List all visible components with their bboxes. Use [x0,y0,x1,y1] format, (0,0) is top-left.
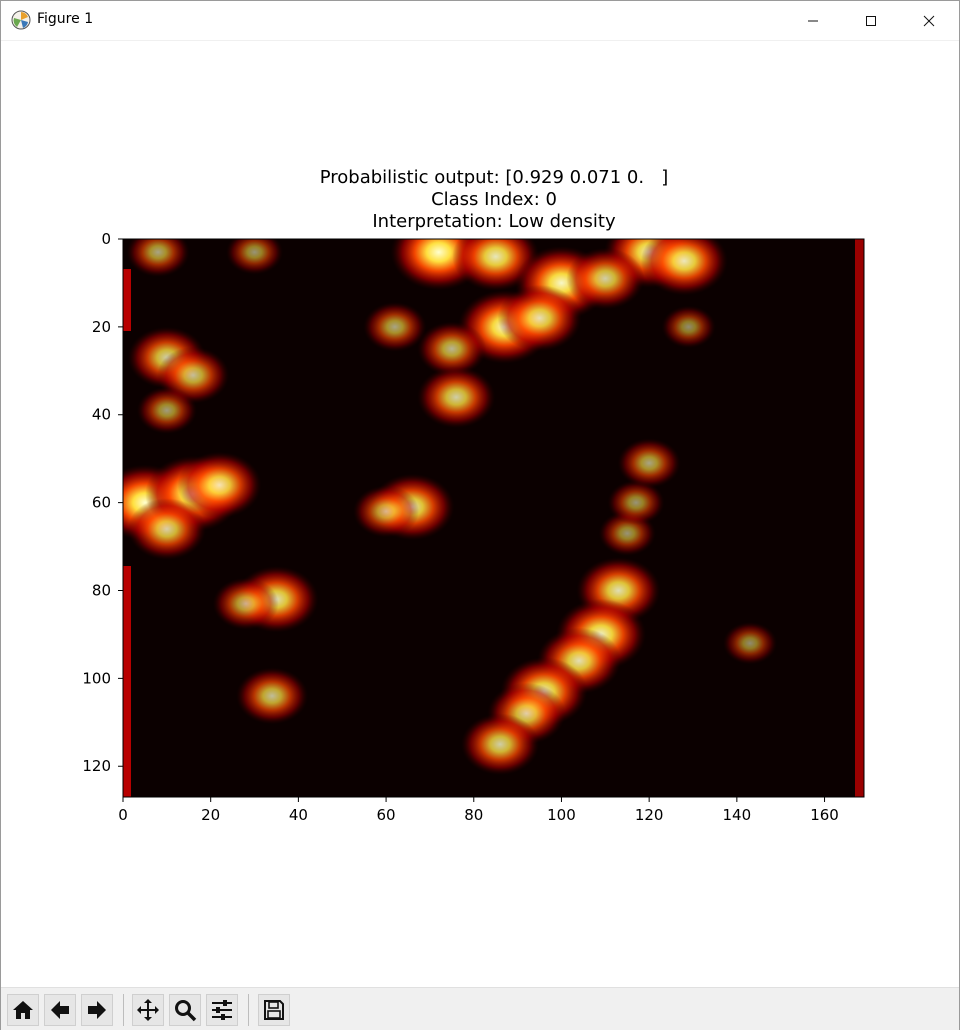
y-tick-label: 0 [101,230,111,248]
heatmap-hotspot [417,366,496,428]
heatmap-hotspot [226,239,284,275]
zoom-icon [175,1000,197,1022]
heatmap-hotspot [607,480,665,526]
y-tick-label: 40 [92,406,111,424]
home-icon [13,1001,33,1019]
heatmap-hotspot [126,239,190,277]
x-tick-label: 20 [201,806,220,824]
save-icon [264,1000,284,1020]
y-tick-label: 20 [92,318,111,336]
x-tick-label: 140 [723,806,752,824]
heatmap-hotspot [617,438,681,488]
title-bar: Figure 1 [1,1,959,41]
axes-frame [122,238,865,798]
save-button[interactable] [258,994,290,1026]
y-tick-label: 100 [82,669,111,687]
y-tick-label: 60 [92,494,111,512]
close-icon [923,15,935,26]
configure-subplots-button[interactable] [206,994,238,1026]
x-tick-label: 160 [810,806,839,824]
x-tick-label: 120 [635,806,664,824]
x-tick-label: 80 [464,806,483,824]
heatmap-hotspot [661,305,716,349]
minimize-icon [808,20,818,21]
x-tick-label: 0 [118,806,128,824]
title-line-class-index: Class Index: 0 [431,189,557,210]
title-line-interpretation: Interpretation: Low density [372,211,616,232]
zoom-button[interactable] [169,994,201,1026]
back-arrow-icon [51,1001,69,1019]
title-line-probabilistic: Probabilistic output: [0.929 0.071 0. ] [319,167,669,188]
close-button[interactable] [900,1,958,40]
figure-canvas[interactable]: Probabilistic output: [0.929 0.071 0. ] … [1,41,959,987]
x-tick-label: 60 [377,806,396,824]
forward-button[interactable] [81,994,113,1026]
navigation-toolbar [1,987,959,1030]
toolbar-separator [123,994,124,1026]
heatmap-hotspot [497,284,582,352]
heatmap-plot: 0 20 40 60 80 100 120 140 160 0 20 40 60 80 100 120 [82,230,865,824]
heatmap-hotspot [353,485,420,538]
heatmap-hotspot [417,321,487,377]
y-tick-label: 80 [92,581,111,599]
x-tick-label: 40 [289,806,308,824]
matplotlib-app-icon [11,10,31,30]
heatmap-hotspot [363,302,427,352]
toolbar-separator [248,994,249,1026]
heatmap-hotspot [640,239,728,296]
heatmap-hotspot [723,622,777,665]
configure-subplots-icon [212,1000,232,1020]
forward-arrow-icon [88,1001,106,1019]
right-edge-column [855,239,864,797]
x-axis: 0 20 40 60 80 100 120 140 160 [118,797,839,824]
pan-icon [137,999,159,1021]
heatmap-hotspot [236,667,309,725]
y-axis: 0 20 40 60 80 100 120 [82,230,123,775]
left-edge-column [123,269,131,331]
x-tick-label: 100 [547,806,576,824]
heatmap-hotspot [177,451,262,519]
heatmap-hotspot [461,713,540,776]
heatmap-hotspot [566,247,645,310]
left-edge-column [123,566,131,797]
back-button[interactable] [44,994,76,1026]
maximize-button[interactable] [842,1,900,40]
heatmap-hotspot [127,498,206,560]
heatmap-hotspot [212,577,279,630]
home-button[interactable] [7,994,39,1026]
maximize-icon [866,15,876,26]
heatmap-blobs [123,239,777,776]
y-tick-label: 120 [82,757,111,775]
plot-title: Probabilistic output: [0.929 0.071 0. ] … [251,167,737,233]
heatmap-hotspot [136,386,197,434]
pan-button[interactable] [132,994,164,1026]
minimize-button[interactable] [784,1,842,40]
window-title: Figure 1 [37,11,94,27]
